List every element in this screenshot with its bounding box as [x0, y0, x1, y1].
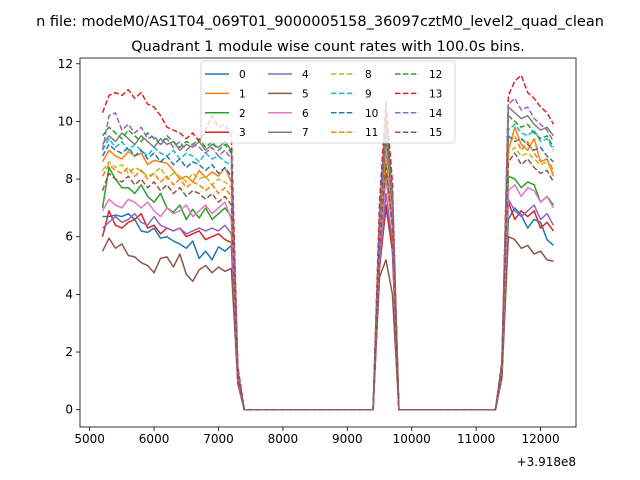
legend-label-8: 8: [365, 69, 372, 81]
legend-label-14: 14: [429, 108, 443, 120]
y-tick-label: 6: [65, 230, 73, 244]
x-axis: 5000 6000 7000 8000 9000 10000 11000 12000: [74, 427, 560, 446]
x-tick-label: 11000: [457, 432, 495, 446]
x-offset-label: +3.918e8: [517, 455, 576, 469]
legend-frame: [200, 60, 456, 144]
legend-label-15: 15: [429, 127, 442, 139]
chart-title: Quadrant 1 module wise count rates with …: [131, 39, 525, 55]
series-line-9: [101, 123, 555, 411]
legend-label-6: 6: [302, 108, 309, 120]
y-tick-label: 8: [65, 172, 73, 186]
legend-label-3: 3: [239, 127, 246, 139]
figure-suptitle: n file: modeM0/AS1T04_069T01_9000005158_…: [36, 14, 604, 30]
x-tick-label: 12000: [521, 432, 559, 446]
series-lines: [101, 74, 555, 411]
legend-label-13: 13: [429, 88, 442, 100]
series-line-15: [101, 152, 555, 411]
x-tick-label: 7000: [203, 432, 234, 446]
x-tick-label: 10000: [393, 432, 431, 446]
legend-label-0: 0: [239, 69, 246, 81]
legend-label-2: 2: [239, 108, 246, 120]
x-tick-label: 5000: [74, 432, 105, 446]
y-tick-label: 12: [58, 57, 73, 71]
legend-label-9: 9: [365, 88, 372, 100]
y-tick-label: 2: [65, 345, 73, 359]
axes-frame: [79, 57, 577, 428]
y-tick-label: 10: [58, 114, 73, 128]
legend-label-1: 1: [239, 88, 246, 100]
x-tick-label: 6000: [139, 432, 170, 446]
legend-label-12: 12: [429, 69, 442, 81]
legend-label-5: 5: [302, 88, 309, 100]
y-tick-label: 0: [65, 403, 73, 417]
legend-label-10: 10: [365, 108, 378, 120]
x-tick-label: 8000: [268, 432, 299, 446]
x-tick-label: 9000: [332, 432, 363, 446]
legend-label-11: 11: [365, 127, 378, 139]
y-axis: 0 2 4 6 8 10 12: [58, 57, 80, 417]
legend-label-4: 4: [302, 69, 309, 81]
legend-label-7: 7: [302, 127, 309, 139]
y-tick-label: 4: [65, 287, 73, 301]
